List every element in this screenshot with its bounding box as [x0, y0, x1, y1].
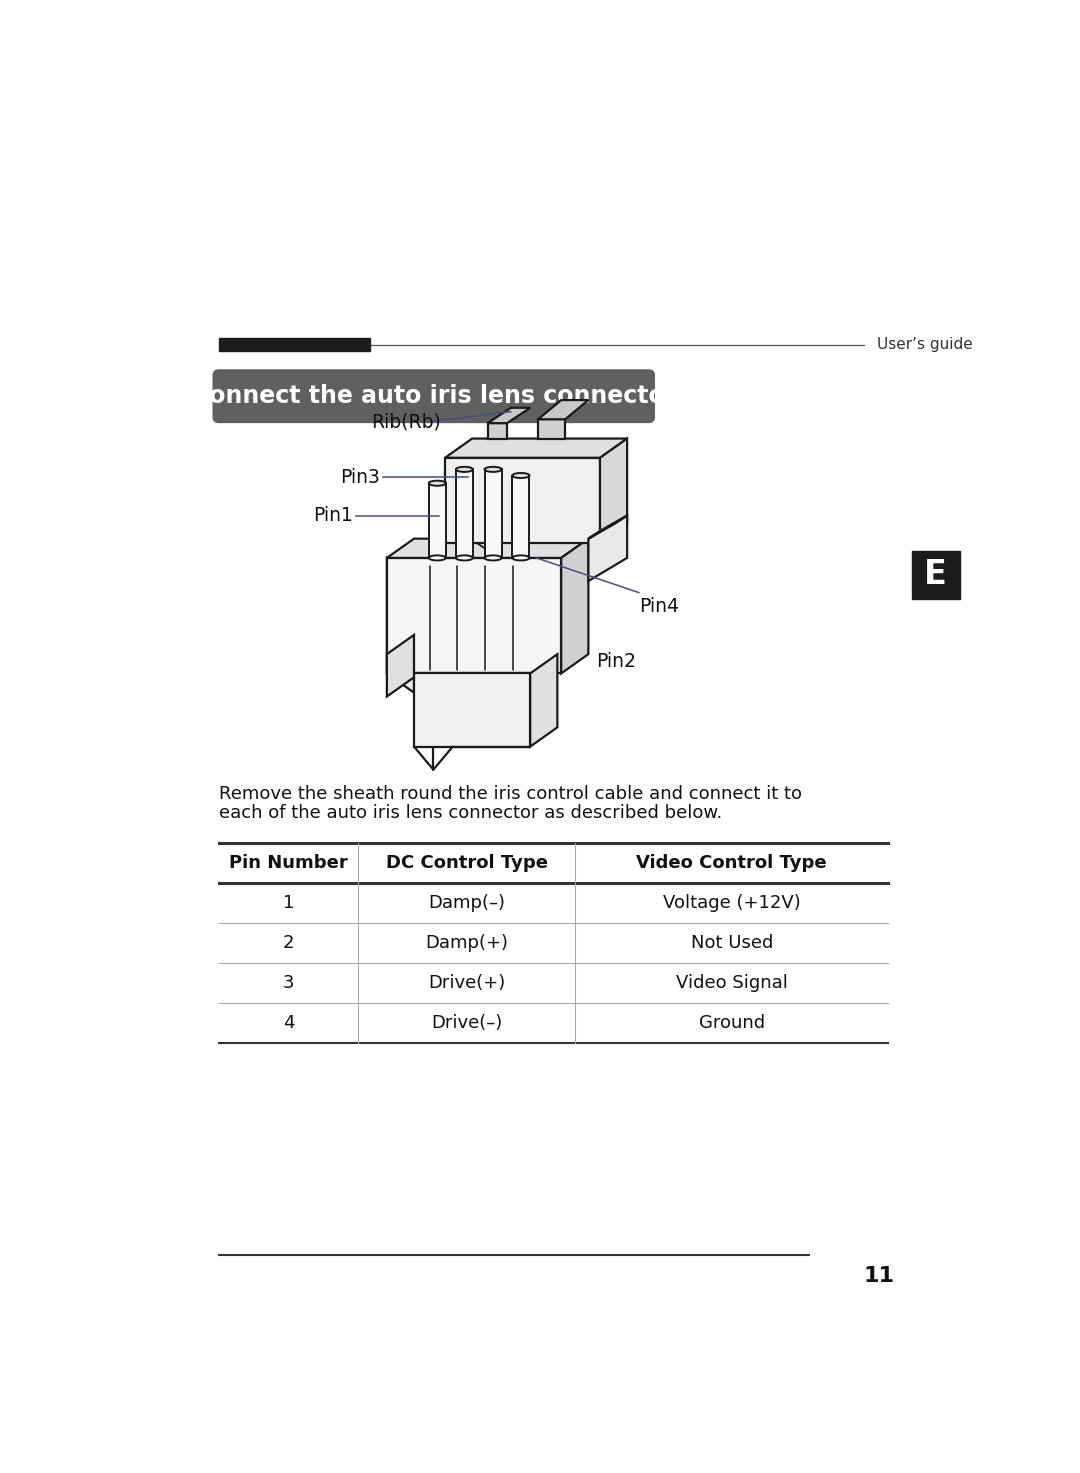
- Text: Video Control Type: Video Control Type: [636, 854, 827, 872]
- Ellipse shape: [485, 467, 501, 471]
- Polygon shape: [488, 423, 507, 439]
- Text: 3: 3: [283, 974, 294, 991]
- Polygon shape: [445, 439, 627, 458]
- Text: Pin1: Pin1: [313, 507, 353, 524]
- Polygon shape: [387, 558, 414, 692]
- Ellipse shape: [429, 555, 446, 560]
- Polygon shape: [538, 401, 589, 420]
- Text: Not Used: Not Used: [690, 934, 773, 952]
- Polygon shape: [456, 470, 473, 558]
- Polygon shape: [485, 470, 501, 558]
- Polygon shape: [414, 673, 530, 747]
- Text: User’s guide: User’s guide: [877, 337, 973, 352]
- Text: Drive(–): Drive(–): [431, 1013, 502, 1033]
- Polygon shape: [538, 420, 565, 439]
- Ellipse shape: [512, 473, 529, 479]
- Polygon shape: [488, 408, 530, 423]
- Text: each of the auto iris lens connector as described below.: each of the auto iris lens connector as …: [218, 804, 721, 822]
- FancyBboxPatch shape: [213, 370, 656, 423]
- Text: DC Control Type: DC Control Type: [386, 854, 548, 872]
- Text: Pin2: Pin2: [596, 653, 636, 672]
- Bar: [218, 339, 369, 351]
- Polygon shape: [589, 516, 627, 580]
- Text: Voltage (+12V): Voltage (+12V): [663, 894, 800, 912]
- Ellipse shape: [456, 467, 473, 471]
- Text: Pin Number: Pin Number: [229, 854, 348, 872]
- Text: 11: 11: [864, 1267, 894, 1286]
- Text: E: E: [924, 558, 947, 591]
- Ellipse shape: [512, 555, 529, 560]
- Text: Drive(+): Drive(+): [428, 974, 505, 991]
- Text: Remove the sheath round the iris control cable and connect it to: Remove the sheath round the iris control…: [218, 785, 801, 803]
- Polygon shape: [512, 476, 529, 558]
- Ellipse shape: [485, 555, 501, 560]
- Ellipse shape: [429, 480, 446, 486]
- Polygon shape: [589, 516, 627, 539]
- Ellipse shape: [456, 555, 473, 560]
- Text: Ground: Ground: [699, 1013, 765, 1033]
- Polygon shape: [429, 483, 446, 558]
- Text: 2: 2: [283, 934, 294, 952]
- Bar: [912, 551, 960, 598]
- Text: Rib(Rb): Rib(Rb): [372, 412, 441, 432]
- Text: Damp(+): Damp(+): [426, 934, 509, 952]
- Polygon shape: [387, 558, 562, 673]
- Text: 1: 1: [283, 894, 294, 912]
- Text: 4: 4: [283, 1013, 294, 1033]
- Text: Video Signal: Video Signal: [676, 974, 787, 991]
- Text: Pin3: Pin3: [340, 467, 380, 486]
- Polygon shape: [530, 654, 557, 747]
- Text: Connect the auto iris lens connector: Connect the auto iris lens connector: [191, 384, 676, 408]
- Text: Damp(–): Damp(–): [428, 894, 505, 912]
- Polygon shape: [562, 539, 589, 673]
- Polygon shape: [445, 458, 600, 542]
- Polygon shape: [387, 635, 414, 697]
- Polygon shape: [600, 439, 627, 542]
- Text: Pin4: Pin4: [638, 597, 678, 616]
- Polygon shape: [387, 539, 589, 558]
